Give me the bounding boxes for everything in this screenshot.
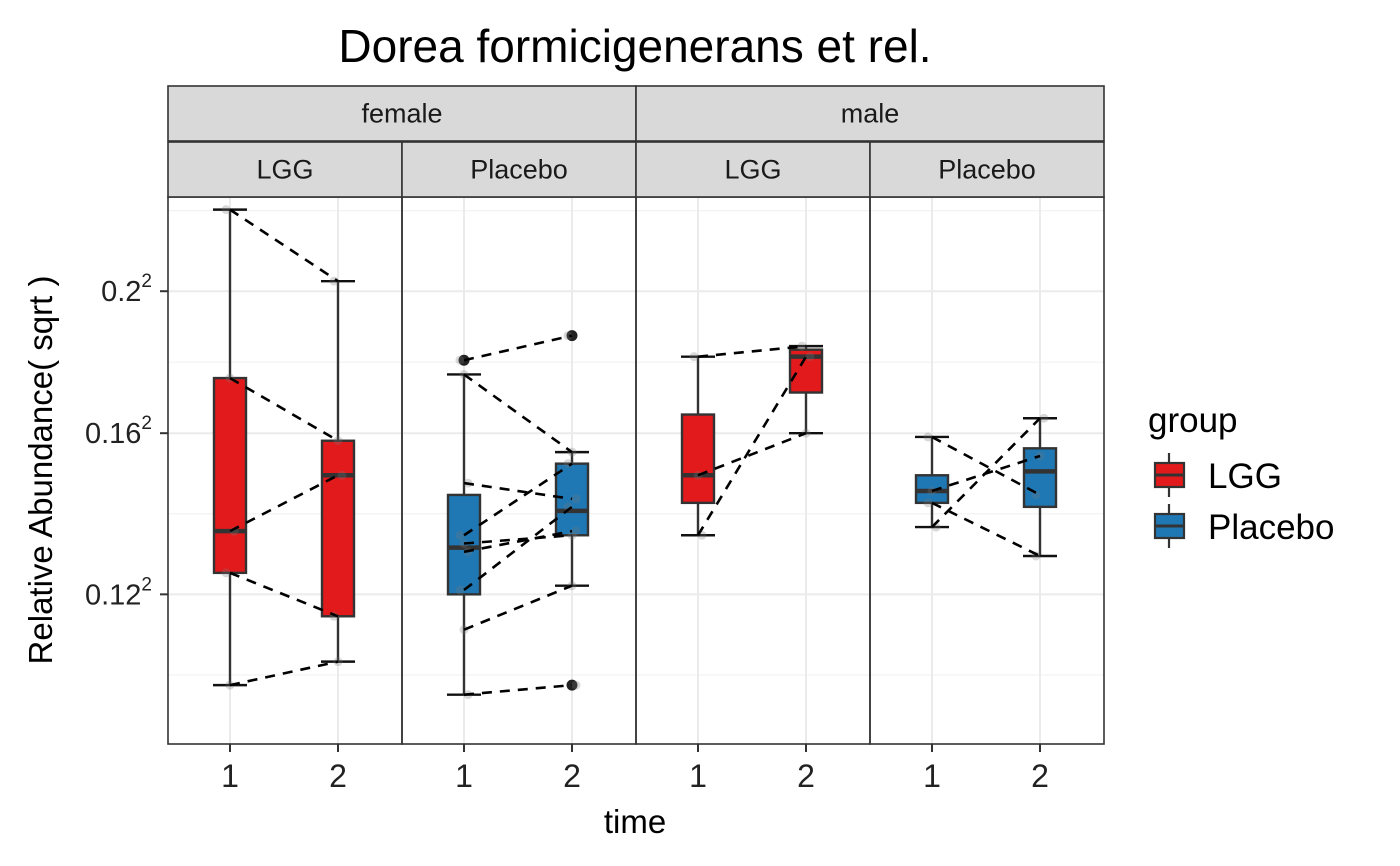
strip-placebo (401, 141, 637, 198)
axis-layer: 0.122 0.162 0.22 1 2 1 2 1 2 1 2 (85, 271, 1049, 794)
strip-placebo (869, 141, 1105, 198)
y-tick-label: 0.22 (101, 271, 152, 308)
box-iqr (320, 439, 356, 618)
box-time-1 (914, 435, 950, 529)
chart-title: Dorea formicigenerans et rel. (338, 20, 931, 72)
panel-male-placebo (914, 413, 1058, 561)
subject-point (923, 498, 933, 508)
subject-line (931, 417, 1041, 528)
panel-background (168, 197, 402, 744)
box-iqr (680, 413, 716, 505)
subject-point (221, 568, 231, 578)
x-tick-label: 2 (797, 758, 815, 794)
subject-point (455, 355, 465, 365)
subject-line (463, 373, 573, 454)
y-tick-label: 0.162 (85, 413, 152, 450)
strip-label-male: male (841, 99, 900, 129)
subject-line (463, 584, 573, 631)
strip-lgg (635, 141, 871, 198)
strip-label-placebo: Placebo (938, 155, 1036, 185)
subject-point (333, 436, 343, 446)
box-time-1 (446, 354, 482, 696)
box-time-1 (680, 355, 716, 537)
subject-line (229, 376, 339, 442)
legend: group LGG Placebo (1148, 401, 1334, 548)
legend-label: Placebo (1208, 508, 1334, 547)
panel-background (636, 197, 870, 744)
subject-point (563, 331, 573, 341)
data-layer (212, 205, 1058, 700)
legend-entry-lgg: LGG (1153, 453, 1282, 497)
box-iqr (1022, 447, 1058, 509)
subject-line (697, 431, 807, 477)
x-tick-label: 2 (329, 758, 347, 794)
subject-point (689, 352, 699, 362)
subject-line (463, 533, 573, 545)
subject-line (931, 435, 1041, 497)
x-tick-label: 1 (455, 758, 473, 794)
subject-line (463, 683, 573, 696)
subject-line (697, 344, 807, 358)
x-tick-label: 2 (563, 758, 581, 794)
subject-line (229, 660, 339, 687)
legend-title: group (1148, 401, 1238, 440)
subject-point (455, 530, 465, 540)
panel-female-placebo (446, 330, 590, 700)
legend-entry-placebo: Placebo (1153, 504, 1334, 548)
x-tick-label: 2 (1031, 758, 1049, 794)
subject-point (337, 470, 347, 480)
subject-point (797, 341, 807, 351)
subject-point (571, 494, 581, 504)
strip-male (635, 85, 1105, 142)
panel-female-lgg (212, 205, 356, 690)
subject-line (463, 505, 573, 592)
subject-line (229, 474, 339, 533)
subject-line (229, 208, 339, 283)
subject-line (463, 481, 573, 501)
x-tick-label: 1 (689, 758, 707, 794)
subject-point (571, 680, 581, 690)
panel-background (402, 197, 636, 744)
subject-point (923, 432, 933, 442)
y-tick-label: 0.122 (85, 574, 152, 611)
legend-label: LGG (1208, 457, 1282, 496)
strip-lgg (167, 141, 403, 198)
subject-line (463, 529, 573, 554)
subject-point (221, 205, 231, 215)
subject-point (455, 585, 465, 595)
strip-label-lgg: LGG (724, 155, 781, 185)
panel-male-lgg (680, 341, 824, 540)
strip-female (167, 85, 637, 142)
subject-point (805, 352, 815, 362)
box-time-2 (320, 279, 356, 663)
box-iqr (212, 376, 248, 575)
subject-line (931, 501, 1041, 558)
strip-layer: female male LGG Placebo LGG Placebo (167, 85, 1105, 198)
box-time-2 (788, 344, 824, 435)
x-tick-label: 1 (923, 758, 941, 794)
y-axis-title: Relative Abundance( sqrt ) (22, 276, 59, 665)
box-iqr (554, 462, 590, 537)
box-iqr (446, 493, 482, 596)
subject-point (571, 526, 581, 536)
box-time-2 (554, 330, 590, 691)
x-tick-label: 1 (221, 758, 239, 794)
strip-label-lgg: LGG (256, 155, 313, 185)
x-axis-title: time (604, 803, 666, 840)
strip-label-placebo: Placebo (470, 155, 568, 185)
subject-line (229, 571, 339, 618)
strip-label-female: female (361, 99, 442, 129)
subject-point (1039, 413, 1049, 423)
subject-line (463, 334, 573, 362)
subject-line (463, 462, 573, 537)
